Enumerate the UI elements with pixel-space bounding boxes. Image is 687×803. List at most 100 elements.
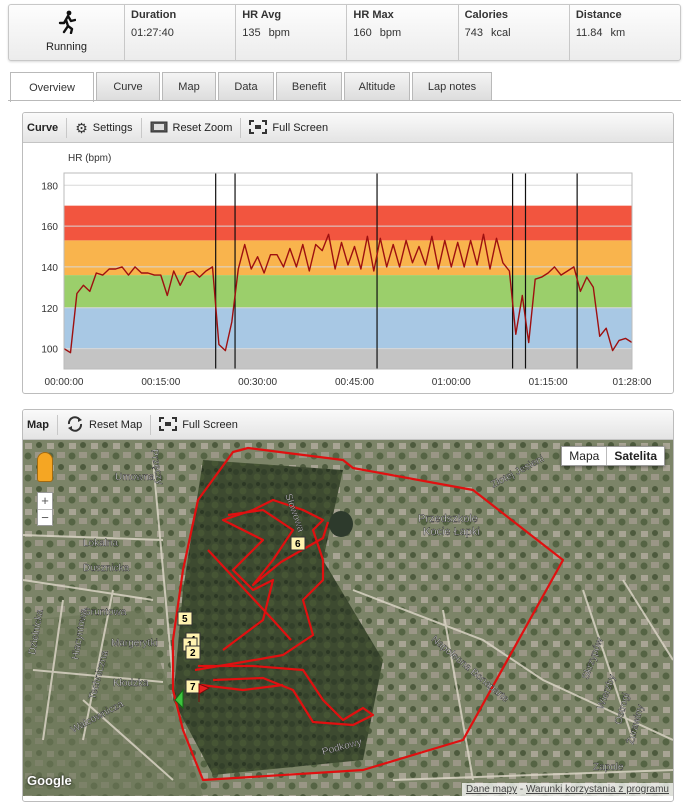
tab-overview[interactable]: Overview [10,72,94,102]
sport-cell: Running [9,5,125,60]
metric-calories: Calories 743 kcal [459,5,570,60]
street-label: Gruntowa [83,607,127,618]
y-axis-label: HR (bpm) [68,153,111,164]
lap-marker-7[interactable]: 7 [185,679,201,694]
curve-panel-title: Curve [27,117,68,138]
sport-label: Running [46,41,87,53]
curve-toolbar: Curve ⚙ Settings Reset Zoom Full Screen [23,113,673,143]
reset-zoom-button[interactable]: Reset Zoom [142,117,242,138]
zoom-control: + − [37,492,53,526]
curve-panel: Curve ⚙ Settings Reset Zoom Full Screen … [22,112,674,394]
lap-marker-2[interactable]: 2 [185,645,201,660]
x-tick-label: 01:28:00 [613,377,652,388]
street-label: Umowna [115,472,155,483]
satellite-map[interactable]: Umowna Lokalna Dusznicka Gruntowa Marger… [23,440,673,796]
metric-value: 135 [242,27,261,39]
tab-altitude[interactable]: Altitude [344,72,410,101]
metric-title: Distance [575,9,622,21]
map-type-control: Mapa Satelita [561,446,665,466]
metric-value: 01:27:40 [131,27,174,39]
metric-value-row: 160 bpm [353,27,451,39]
curve-full-screen-button[interactable]: Full Screen [241,118,336,138]
finish-flag-icon [198,683,211,702]
terms-link[interactable]: Warunki korzystania z programu [525,784,669,795]
metric-title: Duration [131,9,177,21]
metric-hr-avg: HR Avg 135 bpm [236,5,348,60]
y-tick-label: 180 [41,181,58,192]
map-full-screen-button[interactable]: Full Screen [151,415,246,435]
hr-chart[interactable]: 100 120 140 160 180 00:00:00 00:15:00 00:30:00 0… [23,143,673,393]
hr-series-line [63,233,633,354]
tab-map[interactable]: Map [162,72,216,101]
svg-text:5: 5 [182,614,188,625]
svg-text:7: 7 [190,682,196,693]
metric-unit: kcal [490,27,511,39]
running-person-icon [9,10,124,40]
map-canvas: Umowna Lokalna Dusznicka Gruntowa Marger… [23,440,673,796]
metric-value-row: 135 bpm [242,27,340,39]
street-label: Dusznicka [83,563,130,574]
tab-benefit[interactable]: Benefit [276,72,342,101]
metric-unit: bpm [268,27,290,39]
y-tick-label: 140 [41,263,58,274]
settings-label: Settings [92,121,133,134]
x-tick-label: 00:45:00 [335,377,374,388]
hr-zone-band [64,307,632,349]
hr-chart-svg: 100 120 140 160 180 00:00:00 00:15:00 00:30:00 0… [41,153,652,388]
map-data-link[interactable]: Dane mapy [465,784,518,795]
metric-title: HR Avg [242,9,282,21]
metric-title: Calories [464,9,509,21]
metric-unit: km [610,27,626,39]
metric-title: HR Max [353,9,394,21]
street-view-pegman-icon[interactable] [37,452,53,482]
settings-button[interactable]: ⚙ Settings [67,117,142,138]
map-full-screen-label: Full Screen [182,418,238,431]
reset-arrows-icon [66,415,84,434]
full-screen-icon [249,119,268,136]
map-attribution: Dane mapy - Warunki korzystania z progra… [461,783,673,796]
lap-marker-5[interactable]: 5 [177,611,193,626]
metric-value-row: 01:27:40 [131,27,229,39]
gear-icon: ⚙ [75,119,88,136]
zoom-in-button[interactable]: + [41,493,49,508]
map-panel: Map Reset Map Full Screen [22,409,674,802]
street-label: Lokalna [83,538,118,549]
x-tick-label: 01:00:00 [432,377,471,388]
x-tick-label: 01:15:00 [529,377,568,388]
map-type-satellite-button[interactable]: Satelita [606,447,664,465]
x-tick-label: 00:15:00 [141,377,180,388]
y-tick-label: 100 [41,345,58,356]
metric-duration: Duration 01:27:40 [125,5,237,60]
reset-map-button[interactable]: Reset Map [58,414,152,435]
reset-zoom-label: Reset Zoom [172,121,233,134]
map-type-map-button[interactable]: Mapa [569,449,600,463]
metric-value: 160 [353,27,372,39]
tab-curve[interactable]: Curve [96,72,160,101]
lap-marker-6[interactable]: 6 [290,536,306,551]
tab-divider [8,100,681,101]
full-screen-icon [159,416,178,433]
hr-zone-band [64,205,632,241]
start-flag-icon [174,688,184,710]
google-logo[interactable]: Google [27,773,72,788]
attribution-separator: - [517,784,526,795]
plot-border [63,172,633,370]
metric-value-row: 11.84 km [576,27,674,39]
street-label: Margerytki [111,638,158,649]
zoom-out-button[interactable]: − [38,509,52,525]
x-tick-label: 00:00:00 [45,377,84,388]
metric-hr-max: HR Max 160 bpm [347,5,459,60]
street-label: Kłodzka [113,678,149,689]
street-label: Zapole [593,762,624,773]
metric-distance: Distance 11.84 km [570,5,680,60]
tab-data[interactable]: Data [218,72,274,101]
metric-value: 11.84 [575,27,603,39]
hr-zone-band [64,348,632,369]
tab-lap-notes[interactable]: Lap notes [412,72,492,101]
tab-bar: Overview Curve Map Data Benefit Altitude… [10,72,494,102]
y-tick-label: 160 [41,222,58,233]
y-tick-label: 120 [41,304,58,315]
metric-value-row: 743 kcal [465,27,563,39]
hr-zone-band [64,275,632,308]
summary-bar: Running Duration 01:27:40 HR Avg 135 bpm … [8,4,681,61]
